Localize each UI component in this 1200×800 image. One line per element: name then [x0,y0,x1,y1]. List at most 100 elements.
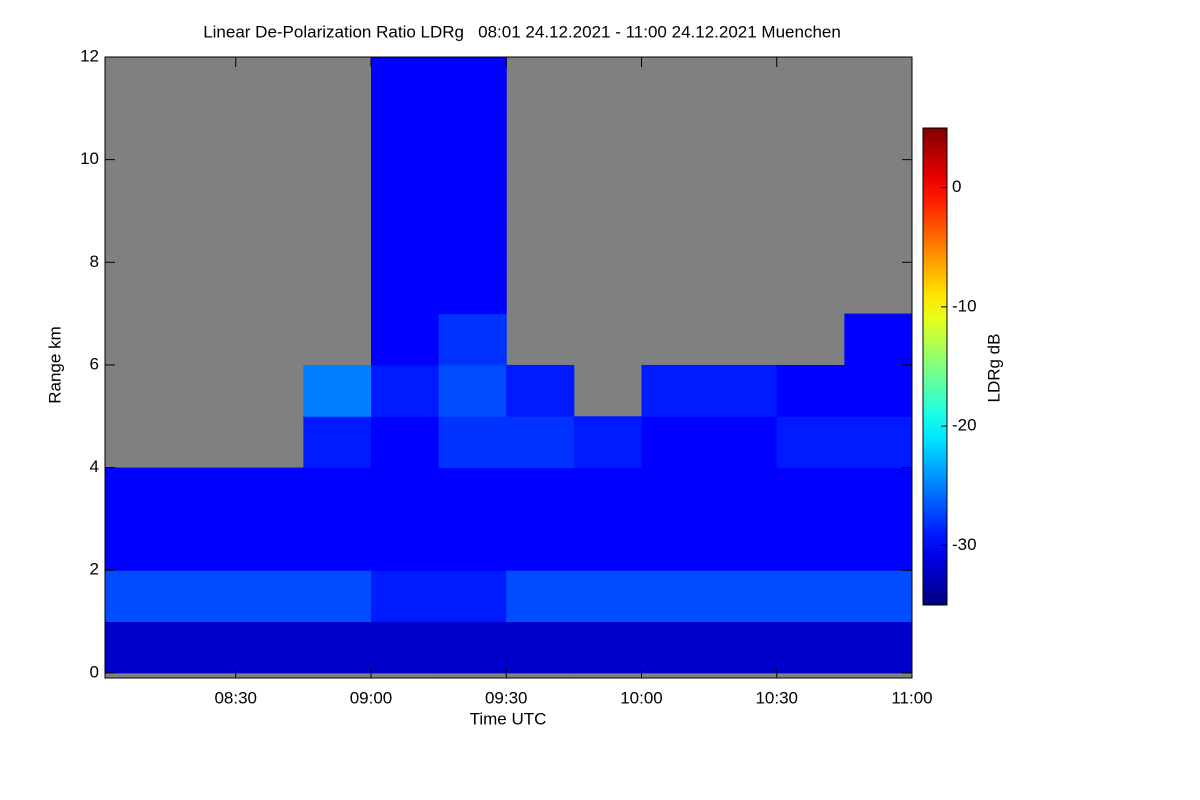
heatmap-cell [709,621,778,674]
x-tick-label: 11:00 [891,688,932,707]
heatmap-cell [168,467,237,520]
heatmap-cell [844,364,912,417]
heatmap-cell [303,416,372,469]
x-tick-label: 08:30 [214,688,257,707]
colorbar-tick-label: -30 [952,535,977,554]
heatmap-cell [370,57,440,109]
heatmap-cell [235,518,304,571]
heatmap-cell [506,621,575,674]
heatmap-cell [641,364,710,417]
x-axis-label: Time UTC [470,709,547,728]
heatmap-cell [370,262,440,315]
heatmap-cell [506,518,575,571]
heatmap-cell [370,313,440,366]
heatmap-cell [776,621,845,674]
heatmap-cell [303,518,372,571]
x-tick-label: 10:00 [620,688,663,707]
y-tick-label: 6 [90,354,99,373]
x-tick-label: 09:30 [485,688,528,707]
heatmap-cell [844,518,912,571]
y-tick-label: 4 [90,457,99,476]
heatmap-cell [506,467,575,520]
heatmap-cell [776,518,845,571]
heatmap-cell [235,621,304,674]
heatmap-cell [303,364,372,417]
y-axis-label: Range km [45,326,64,403]
colorbar-tick-label: 0 [952,177,961,196]
heatmap [105,57,912,674]
heatmap-cell [573,416,642,469]
heatmap-cell [370,621,440,674]
heatmap-cell [573,570,642,623]
heatmap-cell [438,313,507,366]
heatmap-cell [709,416,778,469]
heatmap-cell [438,570,507,623]
heatmap-cell [438,518,507,571]
heatmap-cell [438,467,507,520]
heatmap-cell [573,518,642,571]
heatmap-cell [370,159,440,212]
y-tick-label: 8 [90,252,99,271]
heatmap-cell [506,570,575,623]
heatmap-cell [573,621,642,674]
plot-frame [104,56,913,679]
heatmap-cell [303,467,372,520]
heatmap-cell [844,570,912,623]
heatmap-cell [776,570,845,623]
heatmap-cell [506,416,575,469]
heatmap-cell [844,416,912,469]
heatmap-cell [844,467,912,520]
heatmap-cell [438,210,507,263]
heatmap-cell [105,467,169,520]
heatmap-cell [438,364,507,417]
y-tick-label: 0 [90,662,99,681]
x-tick-label: 09:00 [350,688,393,707]
heatmap-cell [370,108,440,161]
heatmap-cell [776,416,845,469]
heatmap-cell [235,570,304,623]
heatmap-cell [438,108,507,161]
heatmap-cell [641,621,710,674]
heatmap-cell [709,570,778,623]
heatmap-cell [168,518,237,571]
heatmap-cell [438,57,507,109]
heatmap-cell [370,364,440,417]
heatmap-cell [168,621,237,674]
heatmap-cell [438,159,507,212]
heatmap-cell [370,518,440,571]
colorbar [922,127,948,606]
heatmap-cell [370,467,440,520]
heatmap-cell [438,416,507,469]
heatmap-cell [370,210,440,263]
heatmap-cell [641,570,710,623]
colorbar-tick-label: -20 [952,416,977,435]
y-tick-label: 10 [80,149,99,168]
heatmap-cell [370,416,440,469]
heatmap-cell [105,621,169,674]
heatmap-cell [506,364,575,417]
heatmap-cell [438,262,507,315]
heatmap-cell [105,570,169,623]
heatmap-cell [573,467,642,520]
heatmap-cell [709,364,778,417]
heatmap-cell [303,570,372,623]
heatmap-cell [844,313,912,366]
heatmap-cell [641,518,710,571]
chart-title: Linear De-Polarization Ratio LDRg 08:01 … [203,22,841,41]
y-tick-label: 12 [80,46,99,65]
heatmap-cell [709,518,778,571]
heatmap-cell [641,467,710,520]
heatmap-cell [235,467,304,520]
x-tick-label: 10:30 [755,688,798,707]
heatmap-cell [370,570,440,623]
heatmap-cell [709,467,778,520]
heatmap-cell [776,467,845,520]
colorbar-label: LDRg dB [984,334,1003,403]
heatmap-cell [844,621,912,674]
heatmap-cell [641,416,710,469]
heatmap-cell [168,570,237,623]
heatmap-cell [105,518,169,571]
heatmap-cell [438,621,507,674]
heatmap-cell [776,364,845,417]
